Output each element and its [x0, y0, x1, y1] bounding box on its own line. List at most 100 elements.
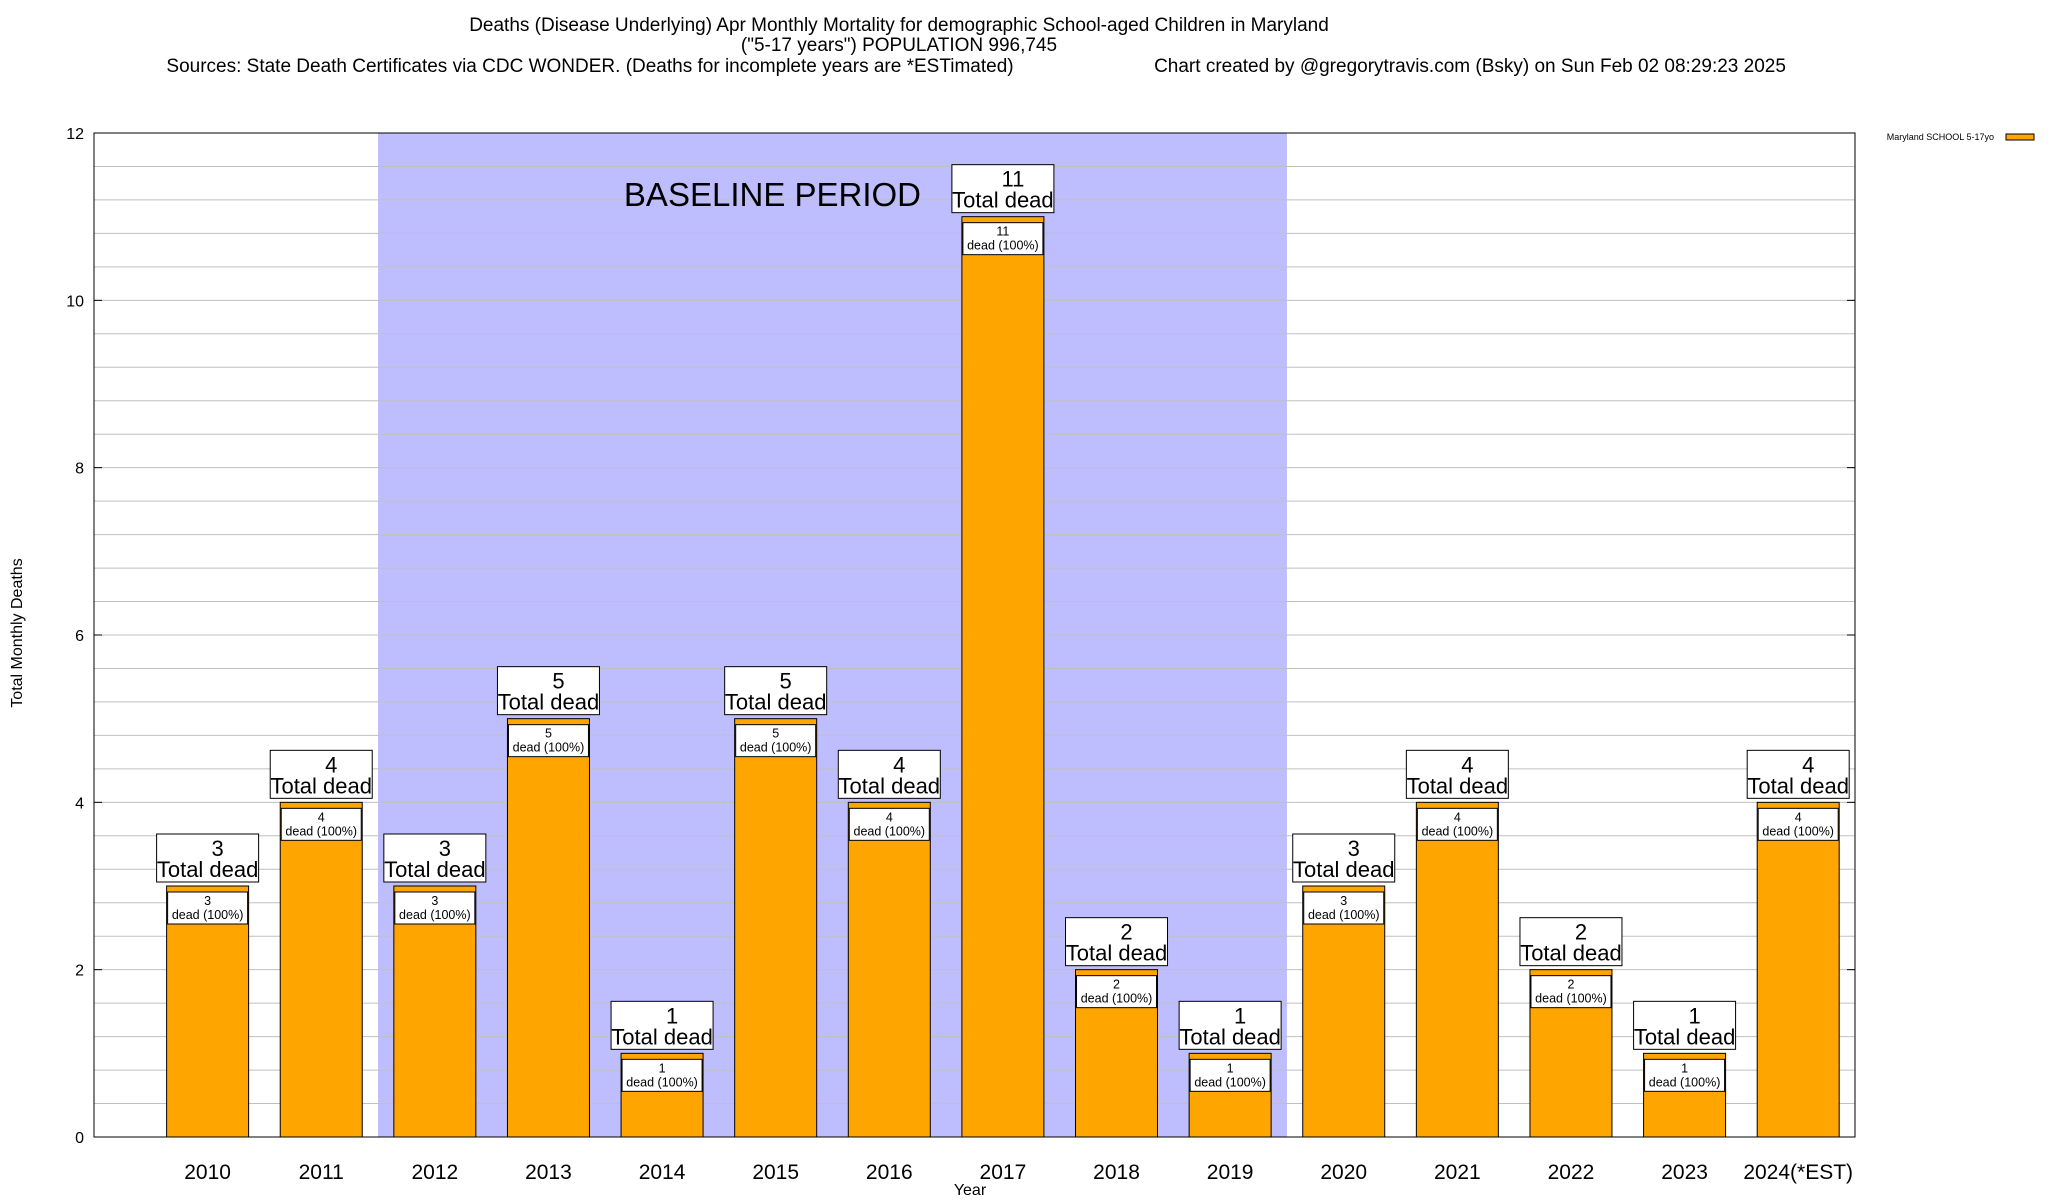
bar-total-label-box [383, 833, 487, 883]
y-tick-label: 12 [66, 126, 84, 143]
bar-total-label: Total dead [1179, 1024, 1281, 1049]
bar-inner-value: 3 [1340, 894, 1347, 908]
bar-total-label: Total dead [1407, 773, 1509, 798]
bar-inner-pct: dead (100%) [399, 908, 471, 922]
bar [1302, 885, 1386, 1138]
bar-total-label: Total dead [1293, 857, 1395, 882]
bar-inner-value: 1 [1227, 1061, 1234, 1075]
bar-inner-pct: dead (100%) [285, 824, 357, 838]
bar-total-label-box [1178, 1000, 1282, 1050]
y-tick-label: 2 [75, 963, 84, 980]
bar-total-label-box [837, 749, 941, 799]
bar-inner-label-box [962, 222, 1044, 256]
x-tick-label: 2019 [1207, 1161, 1254, 1184]
x-axis-label: Year [954, 1182, 987, 1199]
bar-inner-label-box [1076, 975, 1158, 1009]
bar [393, 885, 477, 1138]
bar-total-value: 3 [439, 836, 451, 861]
x-tick-label: 2013 [525, 1161, 572, 1184]
bar-inner-label-box [507, 724, 589, 758]
bar-inner-value: 4 [1454, 810, 1461, 824]
bar-total-value: 4 [1461, 752, 1473, 777]
bar-total-label-box [951, 164, 1055, 214]
x-tick-label: 2010 [184, 1161, 231, 1184]
x-tick-label: 2015 [752, 1161, 799, 1184]
bar-inner-label-box [394, 891, 476, 925]
bar-inner-value: 3 [204, 894, 211, 908]
bar-inner-label-box [1644, 1058, 1726, 1092]
bar-total-label: Total dead [1520, 941, 1622, 966]
bar-inner-label-box [848, 807, 930, 841]
bar-total-label-box [1065, 917, 1169, 967]
bar-inner-pct: dead (100%) [172, 908, 244, 922]
bar-inner-pct: dead (100%) [626, 1075, 698, 1089]
legend-label: Maryland SCHOOL 5-17yo [1887, 132, 1994, 142]
bar-total-value: 2 [1575, 920, 1587, 945]
x-tick-label: 2021 [1434, 1161, 1481, 1184]
bar-inner-pct: dead (100%) [1535, 992, 1607, 1006]
bar-total-value: 1 [1234, 1003, 1246, 1028]
y-tick-label: 4 [75, 795, 84, 812]
bar-total-value: 3 [211, 836, 223, 861]
x-tick-label: 2011 [299, 1161, 344, 1184]
chart-credit: Chart created by @gregorytravis.com (Bsk… [1154, 56, 1786, 77]
bar-total-value: 4 [893, 752, 905, 777]
bar-total-label: Total dead [384, 857, 486, 882]
legend-swatch [2005, 133, 2035, 141]
bar-total-label: Total dead [1066, 941, 1168, 966]
bar-inner-pct: dead (100%) [740, 741, 812, 755]
bar-total-label-box [156, 833, 260, 883]
x-tick-label: 2017 [980, 1161, 1027, 1184]
bar-inner-label-box [621, 1058, 703, 1092]
bar-total-label: Total dead [157, 857, 259, 882]
baseline-period-label: BASELINE PERIOD [624, 176, 921, 213]
bar-inner-pct: dead (100%) [854, 824, 926, 838]
x-tick-label: 2023 [1661, 1161, 1708, 1184]
bar-total-label-box [1633, 1000, 1737, 1050]
bar [734, 718, 818, 1138]
chart-subtitle: ("5-17 years") POPULATION 996,745 [741, 35, 1057, 56]
bar-total-label: Total dead [1747, 773, 1849, 798]
bar-inner-label-box [1530, 975, 1612, 1009]
bar-inner-value: 4 [886, 810, 893, 824]
legend: Maryland SCHOOL 5-17yo [1887, 132, 2035, 142]
bar-inner-pct: dead (100%) [1308, 908, 1380, 922]
bar-total-value: 2 [1120, 920, 1132, 945]
bar-total-label-box [1292, 833, 1396, 883]
x-tick-label: 2020 [1320, 1161, 1367, 1184]
bar-total-label: Total dead [952, 188, 1054, 213]
bar-inner-label-box [280, 807, 362, 841]
x-tick-label: 2022 [1548, 1161, 1595, 1184]
bar-total-label-box [1519, 917, 1623, 967]
bar-total-label-box [724, 666, 828, 716]
bar-total-label-box [496, 666, 600, 716]
x-tick-label: 2018 [1093, 1161, 1140, 1184]
bar [847, 801, 931, 1138]
bar [166, 885, 250, 1138]
bar [1756, 801, 1840, 1138]
bar-total-label-box [1405, 749, 1509, 799]
bar-total-label: Total dead [270, 773, 372, 798]
bar-total-value: 4 [1802, 752, 1814, 777]
bar-total-label: Total dead [1634, 1024, 1736, 1049]
x-tick-label: 2024(*EST) [1743, 1161, 1853, 1184]
bar-inner-pct: dead (100%) [1194, 1075, 1266, 1089]
bar [961, 216, 1045, 1138]
bar-inner-value: 4 [1795, 810, 1802, 824]
bar-inner-value: 5 [772, 727, 779, 741]
bar-inner-pct: dead (100%) [513, 741, 585, 755]
bar-inner-value: 11 [996, 225, 1009, 239]
bar-inner-label-box [1303, 891, 1385, 925]
bar-inner-pct: dead (100%) [1422, 824, 1494, 838]
bar-total-label: Total dead [611, 1024, 713, 1049]
bar-inner-value: 1 [1681, 1061, 1688, 1075]
x-tick-label: 2014 [639, 1161, 686, 1184]
y-axis-label: Total Monthly Deaths [9, 558, 26, 707]
bar-inner-value: 5 [545, 727, 552, 741]
bar-inner-label-box [735, 724, 817, 758]
bar-total-value: 4 [325, 752, 337, 777]
bar-total-value: 1 [666, 1003, 678, 1028]
bar-inner-label-box [1189, 1058, 1271, 1092]
